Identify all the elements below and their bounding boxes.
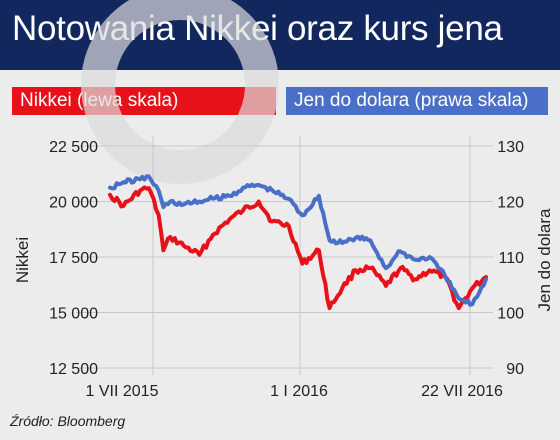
y-tick-label-right: 120 (497, 195, 524, 212)
y-tick-label-left: 15 000 (49, 306, 98, 323)
y-tick-label-left: 12 500 (49, 361, 98, 378)
y-tick-label-right: 130 (497, 139, 524, 156)
x-tick-label: 22 VII 2016 (421, 383, 503, 400)
y-tick-label-right: 100 (497, 306, 524, 323)
chart-lines (108, 174, 488, 311)
y-axis-title-right: Jen do dolara (535, 208, 554, 312)
series-line-yen (108, 174, 488, 307)
watermark-logo (81, 0, 279, 184)
y-axis-title-left: Nikkei (13, 237, 32, 283)
legend-yen: Jen do dolara (prawa skala) (286, 87, 548, 115)
y-tick-label-right: 90 (506, 361, 524, 378)
y-tick-label-left: 20 000 (49, 195, 98, 212)
y-tick-label-left: 22 500 (49, 139, 98, 156)
source-note: Źródło: Bloomberg (10, 413, 126, 429)
x-tick-label: 1 I 2016 (270, 383, 328, 400)
chart-ticks: 22 500 20 000 17 500 15 000 12 500 130 120 110 1… (49, 139, 524, 400)
y-tick-label-right: 110 (498, 250, 524, 267)
series-line-nikkei (108, 185, 488, 311)
watermark-ring (81, 0, 279, 184)
y-tick-label-left: 17 500 (49, 250, 98, 267)
x-tick-label: 1 VII 2015 (86, 383, 159, 400)
